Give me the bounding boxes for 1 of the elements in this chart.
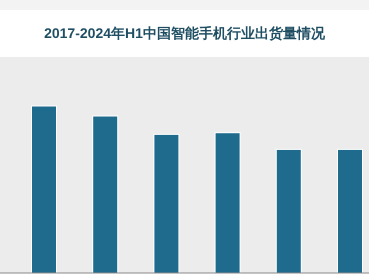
- title: 2017-2024年H1中国智能手机行业出货量情况: [44, 25, 325, 41]
